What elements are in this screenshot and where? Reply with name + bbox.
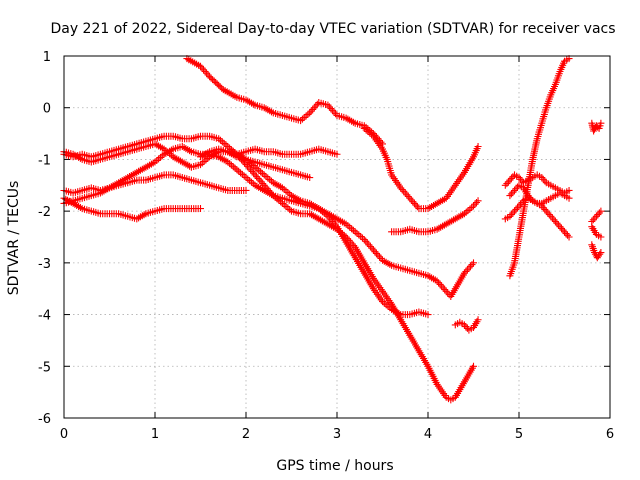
- series-s3: [60, 132, 477, 404]
- chart-title: Day 221 of 2022, Sidereal Day-to-day VTE…: [50, 21, 615, 37]
- grid-lines: [64, 56, 610, 418]
- data-points: [60, 55, 605, 404]
- x-tick-label: 0: [60, 427, 68, 442]
- data-point-markers: [506, 181, 573, 207]
- data-point-markers: [388, 197, 482, 236]
- data-point-markers: [588, 223, 605, 241]
- series-s6: [60, 171, 250, 197]
- y-tick-label: -1: [38, 153, 51, 168]
- plot-frame: [63, 55, 611, 419]
- y-tick-label: -5: [38, 360, 51, 375]
- data-point-markers: [506, 55, 573, 280]
- x-tick-label: 3: [333, 427, 341, 442]
- series-s16: [588, 119, 605, 135]
- series-s18: [588, 223, 605, 241]
- x-axis-title: GPS time / hours: [276, 458, 393, 474]
- series-s2: [360, 124, 482, 213]
- data-point-markers: [60, 171, 250, 197]
- x-tick-label: 6: [606, 427, 614, 442]
- y-tick-label: -2: [38, 205, 51, 220]
- series-s11: [451, 316, 482, 334]
- data-point-markers: [360, 124, 482, 213]
- x-tick-label: 5: [515, 427, 523, 442]
- y-tick-label: 0: [43, 102, 51, 117]
- y-tick-label: -3: [38, 257, 51, 272]
- y-tick-label: 1: [43, 50, 51, 65]
- series-s9: [197, 145, 314, 182]
- data-point-markers: [588, 207, 605, 225]
- x-tick-label: 4: [424, 427, 432, 442]
- data-point-markers: [60, 132, 477, 404]
- series-s10: [388, 197, 482, 236]
- series-s1: [183, 55, 386, 148]
- x-tick-label: 2: [242, 427, 250, 442]
- data-point-markers: [588, 119, 605, 135]
- data-point-markers: [451, 316, 482, 334]
- y-axis-title: SDTVAR / TECUs: [6, 181, 22, 296]
- series-s19: [588, 207, 605, 225]
- data-point-markers: [588, 241, 605, 262]
- y-tick-label: -6: [38, 412, 51, 427]
- series-s17: [588, 241, 605, 262]
- series-s15: [506, 181, 573, 207]
- data-point-markers: [197, 145, 314, 182]
- axis-ticks: 0 1 2 3 4 5 6 -6 -5 -4 -3 -2 -1 0 1: [38, 50, 614, 442]
- x-tick-label: 1: [151, 427, 159, 442]
- y-tick-label: -4: [38, 309, 51, 324]
- series-s12: [506, 55, 573, 280]
- data-point-markers: [183, 55, 386, 148]
